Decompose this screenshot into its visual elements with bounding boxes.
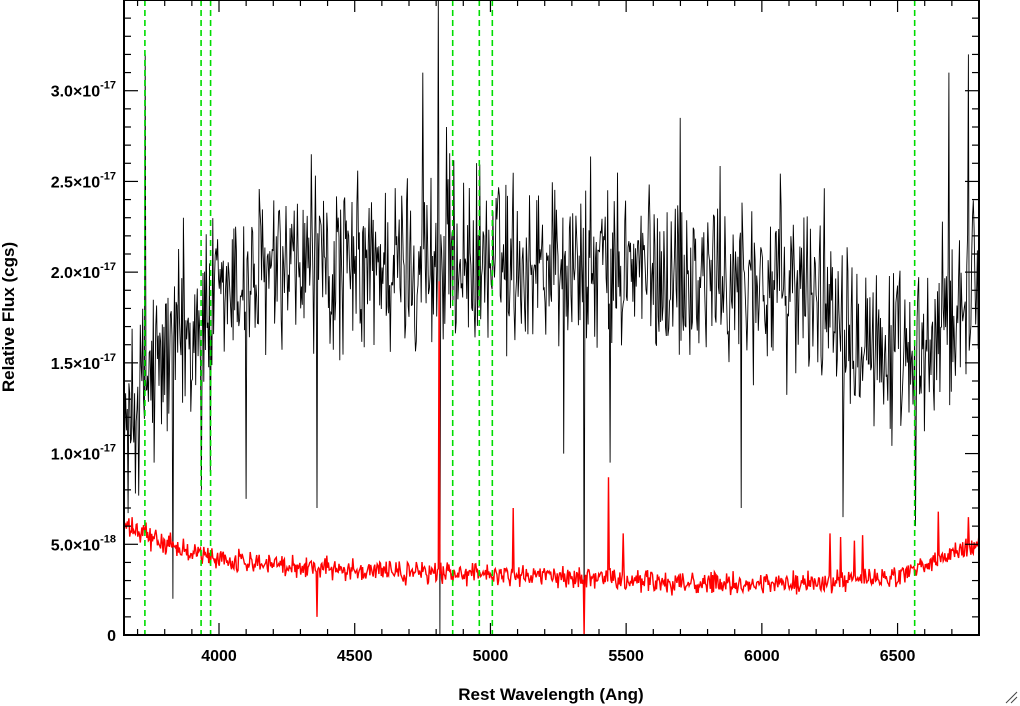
y-tick-label: 0 xyxy=(107,628,116,645)
x-tick-label: 4500 xyxy=(337,648,373,665)
error-series-line xyxy=(124,281,979,635)
x-tick-label: 6000 xyxy=(744,648,780,665)
plot-frame xyxy=(123,0,980,636)
reference-lines xyxy=(144,0,916,635)
series-layer xyxy=(124,0,979,635)
y-tick-label: 2.0×10-17 xyxy=(51,261,116,282)
x-tick-label: 6500 xyxy=(880,648,916,665)
y-tick-label: 2.5×10-17 xyxy=(51,170,116,191)
plot-border xyxy=(123,0,980,636)
x-tick-label: 4000 xyxy=(201,648,237,665)
resize-grip-icon[interactable] xyxy=(1004,690,1018,704)
y-tick-label: 3.0×10-17 xyxy=(51,80,116,101)
spectrum-series-line xyxy=(124,0,979,635)
x-tick-label: 5000 xyxy=(473,648,509,665)
axis-ticks xyxy=(124,0,980,636)
y-tick-label: 1.0×10-17 xyxy=(51,443,116,464)
y-tick-label: 5.0×10-18 xyxy=(51,533,116,554)
x-axis-title: Rest Wavelength (Ang) xyxy=(458,685,643,704)
tick-labels: 4000 4500 5000 5500 6000 6500 0 5.0×10-18 1.0×10… xyxy=(51,80,916,665)
x-tick-label: 5500 xyxy=(608,648,644,665)
y-tick-label: 1.5×10-17 xyxy=(51,352,116,373)
y-axis-title: Relative Flux (cgs) xyxy=(0,242,18,392)
